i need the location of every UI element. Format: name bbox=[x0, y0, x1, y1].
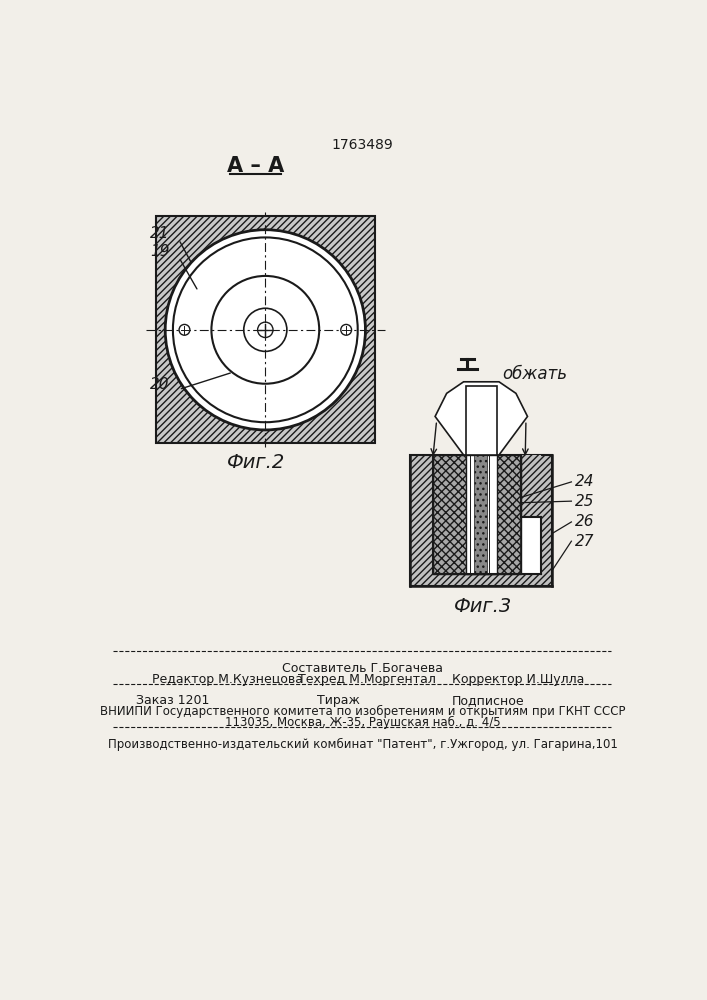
Text: А – А: А – А bbox=[227, 156, 284, 176]
Bar bbox=[466, 386, 497, 455]
Text: Фиг.2: Фиг.2 bbox=[226, 453, 285, 472]
Circle shape bbox=[211, 276, 320, 384]
Text: 21: 21 bbox=[150, 226, 170, 241]
Text: 25: 25 bbox=[575, 494, 595, 509]
Text: обжать: обжать bbox=[502, 365, 567, 383]
Circle shape bbox=[179, 324, 190, 335]
Bar bbox=[474, 455, 487, 574]
Bar bbox=[521, 455, 541, 517]
Text: 27: 27 bbox=[575, 534, 595, 549]
Circle shape bbox=[165, 230, 366, 430]
Text: 20: 20 bbox=[150, 377, 170, 392]
Text: 113035, Москва, Ж-35, Раушская наб., д. 4/5: 113035, Москва, Ж-35, Раушская наб., д. … bbox=[225, 716, 501, 729]
Circle shape bbox=[341, 324, 351, 335]
Polygon shape bbox=[435, 382, 527, 455]
Bar bbox=[433, 455, 521, 574]
Text: 26: 26 bbox=[575, 514, 595, 529]
Text: 24: 24 bbox=[575, 474, 595, 489]
Text: Заказ 1201: Заказ 1201 bbox=[136, 694, 210, 707]
Text: Производственно-издательский комбинат "Патент", г.Ужгород, ул. Гагарина,101: Производственно-издательский комбинат "П… bbox=[107, 738, 618, 751]
Circle shape bbox=[257, 322, 273, 338]
Circle shape bbox=[244, 308, 287, 351]
Text: Корректор И.Шулла: Корректор И.Шулла bbox=[452, 673, 585, 686]
Text: Фиг.3: Фиг.3 bbox=[454, 597, 512, 616]
Text: Техред М.Моргентал: Техред М.Моргентал bbox=[298, 673, 436, 686]
Text: ВНИИПИ Государственного комитета по изобретениям и открытиям при ГКНТ СССР: ВНИИПИ Государственного комитета по изоб… bbox=[100, 705, 626, 718]
Bar bbox=[409, 455, 552, 586]
Circle shape bbox=[173, 237, 358, 422]
Text: Редактор М.Кузнецова: Редактор М.Кузнецова bbox=[152, 673, 303, 686]
Text: 1763489: 1763489 bbox=[332, 138, 394, 152]
Bar bbox=[433, 455, 541, 574]
Bar bbox=[156, 216, 375, 443]
Text: Составитель Г.Богачева: Составитель Г.Богачева bbox=[282, 662, 443, 675]
Text: Тираж: Тираж bbox=[317, 694, 360, 707]
Text: Подписное: Подписное bbox=[452, 694, 525, 707]
Text: 19: 19 bbox=[150, 244, 170, 259]
Bar bbox=[466, 455, 497, 574]
